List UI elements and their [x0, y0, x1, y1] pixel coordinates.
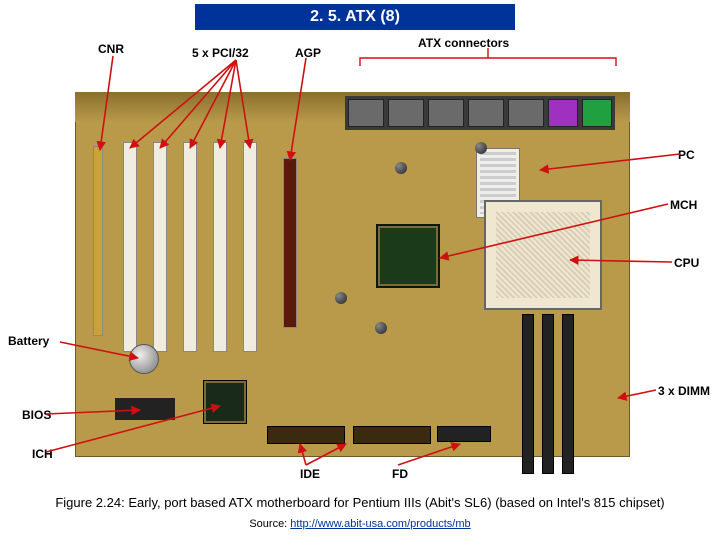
dimm-slot — [542, 314, 554, 474]
slide-title: 2. 5. ATX (8) — [195, 4, 515, 30]
label-agp: AGP — [295, 46, 321, 60]
pci-slot — [213, 142, 227, 352]
source-link[interactable]: http://www.abit-usa.com/products/mb — [290, 518, 470, 530]
bios-chip — [115, 398, 175, 420]
floppy-connector — [437, 426, 491, 442]
atx-rear-ports — [345, 96, 615, 130]
dimm-slot — [562, 314, 574, 474]
label-battery: Battery — [8, 334, 49, 348]
label-cnr: CNR — [98, 42, 124, 56]
ide-connector — [267, 426, 345, 444]
capacitor — [475, 142, 487, 154]
label-cpu: CPU — [674, 256, 699, 270]
agp-slot — [283, 158, 297, 328]
dimm-slot — [522, 314, 534, 474]
pci-slot — [183, 142, 197, 352]
label-fd: FD — [392, 467, 408, 481]
mch-chip — [376, 224, 440, 288]
capacitor — [395, 162, 407, 174]
label-mch: MCH — [670, 198, 697, 212]
label-pc: PC — [678, 148, 695, 162]
ich-chip — [203, 380, 247, 424]
label-bios: BIOS — [22, 408, 51, 422]
label-pci: 5 x PCI/32 — [192, 46, 249, 60]
cnr-slot — [93, 146, 103, 336]
source-prefix: Source: — [249, 518, 290, 530]
capacitor — [375, 322, 387, 334]
label-ich: ICH — [32, 447, 53, 461]
pci-slot — [243, 142, 257, 352]
label-ide: IDE — [300, 467, 320, 481]
ide-connector — [353, 426, 431, 444]
capacitor — [335, 292, 347, 304]
pci-slot — [153, 142, 167, 352]
motherboard-diagram — [75, 92, 630, 457]
pci-slot — [123, 142, 137, 352]
figure-caption: Figure 2.24: Early, port based ATX mothe… — [0, 495, 720, 510]
cpu-socket — [484, 200, 602, 310]
source-line: Source: http://www.abit-usa.com/products… — [0, 518, 720, 530]
cmos-battery — [129, 344, 159, 374]
label-atx-connectors: ATX connectors — [418, 36, 509, 50]
label-dimm: 3 x DIMM — [658, 384, 710, 398]
